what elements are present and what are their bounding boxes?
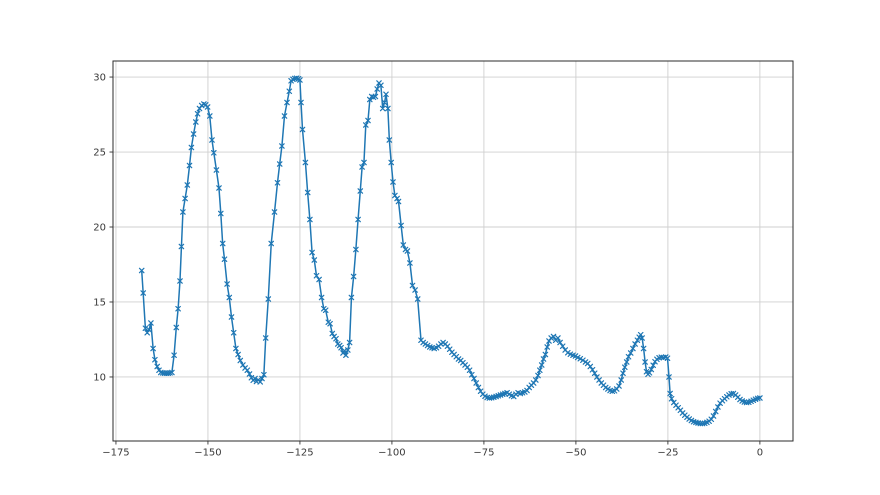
x-tick-label: −150 <box>194 448 221 459</box>
series-x-markers <box>138 75 763 427</box>
x-tick-label: −25 <box>657 448 678 459</box>
x-tick-label: −100 <box>378 448 405 459</box>
x-tick-label: 0 <box>757 448 763 459</box>
grid-lines <box>113 61 793 441</box>
x-axis: −175 −150 −125 −100 −75 −50 −25 0 <box>102 441 763 459</box>
x-tick-label: −75 <box>473 448 494 459</box>
plot-spines <box>112 60 794 442</box>
y-tick-label: 10 <box>93 372 106 383</box>
plot-border <box>112 60 794 442</box>
x-tick-label: −125 <box>286 448 313 459</box>
y-tick-label: 20 <box>93 223 106 234</box>
y-tick-label: 25 <box>93 148 106 159</box>
y-tick-label: 15 <box>93 297 106 308</box>
y-tick-label: 30 <box>93 73 106 84</box>
x-tick-label: −175 <box>102 448 129 459</box>
x-tick-label: −50 <box>565 448 586 459</box>
y-axis: 10 15 20 25 30 <box>93 73 113 383</box>
data-series <box>138 75 763 427</box>
